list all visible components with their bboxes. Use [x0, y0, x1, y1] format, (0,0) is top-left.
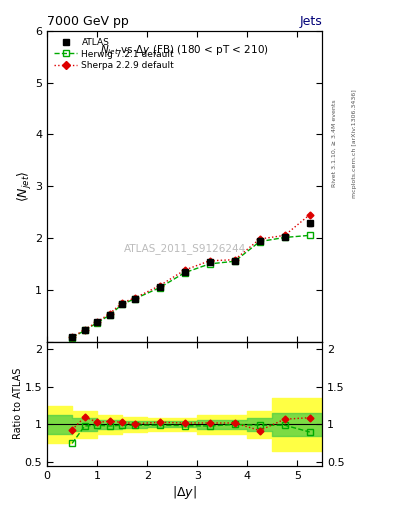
Text: ATLAS_2011_S9126244: ATLAS_2011_S9126244: [123, 243, 246, 254]
Text: $N_{jet}$ vs $\Delta y$ (FB) (180 < pT < 210): $N_{jet}$ vs $\Delta y$ (FB) (180 < pT <…: [100, 43, 269, 57]
Y-axis label: $\langle N_{jet}\rangle$: $\langle N_{jet}\rangle$: [16, 170, 34, 202]
Y-axis label: Ratio to ATLAS: Ratio to ATLAS: [13, 368, 23, 439]
Legend: ATLAS, Herwig 7.2.1 default, Sherpa 2.2.9 default: ATLAS, Herwig 7.2.1 default, Sherpa 2.2.…: [51, 35, 177, 73]
Text: Jets: Jets: [299, 15, 322, 28]
Text: 7000 GeV pp: 7000 GeV pp: [47, 15, 129, 28]
X-axis label: $|\Delta y|$: $|\Delta y|$: [172, 483, 197, 501]
Text: mcplots.cern.ch [arXiv:1306.3436]: mcplots.cern.ch [arXiv:1306.3436]: [352, 89, 357, 198]
Text: Rivet 3.1.10, ≥ 3.4M events: Rivet 3.1.10, ≥ 3.4M events: [332, 99, 337, 187]
